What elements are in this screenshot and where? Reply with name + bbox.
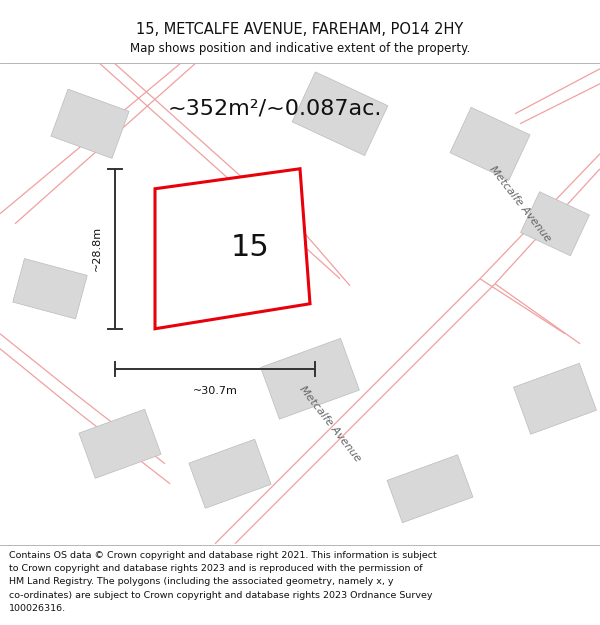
Polygon shape (155, 169, 310, 329)
Text: ~30.7m: ~30.7m (193, 386, 238, 396)
Polygon shape (260, 338, 359, 419)
Text: HM Land Registry. The polygons (including the associated geometry, namely x, y: HM Land Registry. The polygons (includin… (9, 578, 394, 586)
Polygon shape (450, 107, 530, 180)
Polygon shape (189, 439, 271, 508)
Text: Metcalfe Avenue: Metcalfe Avenue (298, 384, 362, 464)
Polygon shape (292, 72, 388, 156)
Polygon shape (521, 192, 589, 256)
Text: ~352m²/~0.087ac.: ~352m²/~0.087ac. (168, 99, 382, 119)
Text: co-ordinates) are subject to Crown copyright and database rights 2023 Ordnance S: co-ordinates) are subject to Crown copyr… (9, 591, 433, 599)
Polygon shape (387, 455, 473, 522)
Text: ~28.8m: ~28.8m (92, 226, 102, 271)
Text: to Crown copyright and database rights 2023 and is reproduced with the permissio: to Crown copyright and database rights 2… (9, 564, 422, 573)
Text: Contains OS data © Crown copyright and database right 2021. This information is : Contains OS data © Crown copyright and d… (9, 551, 437, 560)
Text: Map shows position and indicative extent of the property.: Map shows position and indicative extent… (130, 42, 470, 55)
Text: 15, METCALFE AVENUE, FAREHAM, PO14 2HY: 15, METCALFE AVENUE, FAREHAM, PO14 2HY (136, 22, 464, 38)
Polygon shape (13, 259, 87, 319)
Polygon shape (51, 89, 129, 158)
Text: 15: 15 (230, 233, 269, 262)
Polygon shape (514, 363, 596, 434)
Text: Metcalfe Avenue: Metcalfe Avenue (487, 164, 553, 244)
Text: 100026316.: 100026316. (9, 604, 66, 612)
Polygon shape (79, 409, 161, 478)
